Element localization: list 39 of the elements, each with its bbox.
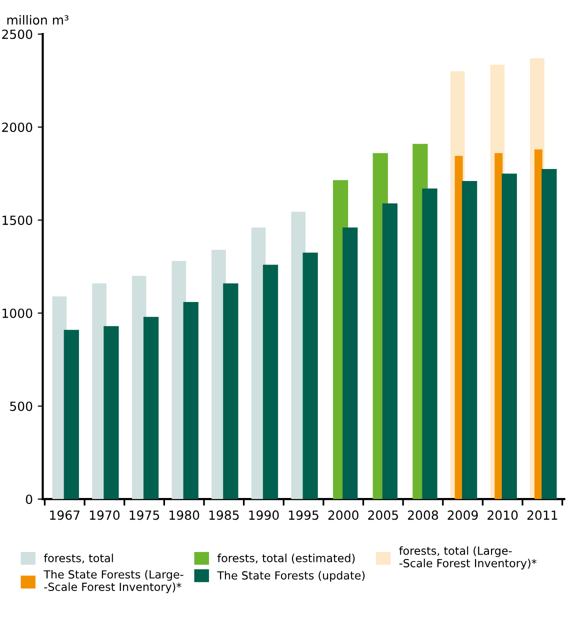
- x-tick-label: 1970: [90, 510, 120, 520]
- bar: [542, 168, 557, 500]
- x-tick-label: 2010: [488, 510, 518, 520]
- bar: [462, 181, 478, 500]
- bar: [143, 316, 159, 500]
- x-tick-label: 1995: [288, 510, 318, 520]
- bar: [262, 264, 278, 500]
- bar: [64, 330, 79, 500]
- y-tick-label: 1000: [2, 308, 32, 318]
- x-tick-label: 1967: [50, 510, 80, 520]
- x-tick-label: 2005: [368, 510, 398, 520]
- bar: [342, 228, 358, 500]
- bar: [223, 283, 238, 500]
- bar: [422, 188, 438, 500]
- x-tick-label: 1990: [249, 510, 279, 520]
- legend-label: The State Forests (update): [217, 570, 365, 582]
- y-tick-label: 0: [26, 494, 32, 504]
- bar: [382, 203, 398, 500]
- y-tick-label: 1500: [2, 216, 32, 226]
- x-tick-label: 2009: [448, 510, 478, 520]
- legend-label: forests, total (estimated): [217, 554, 355, 564]
- x-tick-label: 2000: [328, 510, 358, 520]
- bar: [494, 153, 503, 500]
- legend-label: forests, total: [44, 554, 113, 564]
- y-axis-title: million m³: [7, 15, 68, 25]
- legend-label: The State Forests (Large- -Scale Forest Inventory)*: [44, 570, 184, 594]
- bar: [302, 252, 318, 500]
- legend-label: forests, total (Large- -Scale Forest Inventory)*: [399, 546, 537, 570]
- bar: [183, 302, 198, 500]
- x-tick-label: 1985: [209, 510, 239, 520]
- x-tick-label: 1980: [170, 510, 200, 520]
- bar: [104, 326, 119, 500]
- x-tick-label: 1975: [130, 510, 160, 520]
- x-tick-label: 2011: [527, 510, 558, 520]
- x-tick-label: 2008: [408, 510, 438, 520]
- y-tick-label: 2500: [2, 30, 32, 40]
- y-tick-label: 2000: [2, 122, 32, 132]
- bar: [502, 174, 517, 500]
- y-tick-label: 500: [10, 402, 32, 412]
